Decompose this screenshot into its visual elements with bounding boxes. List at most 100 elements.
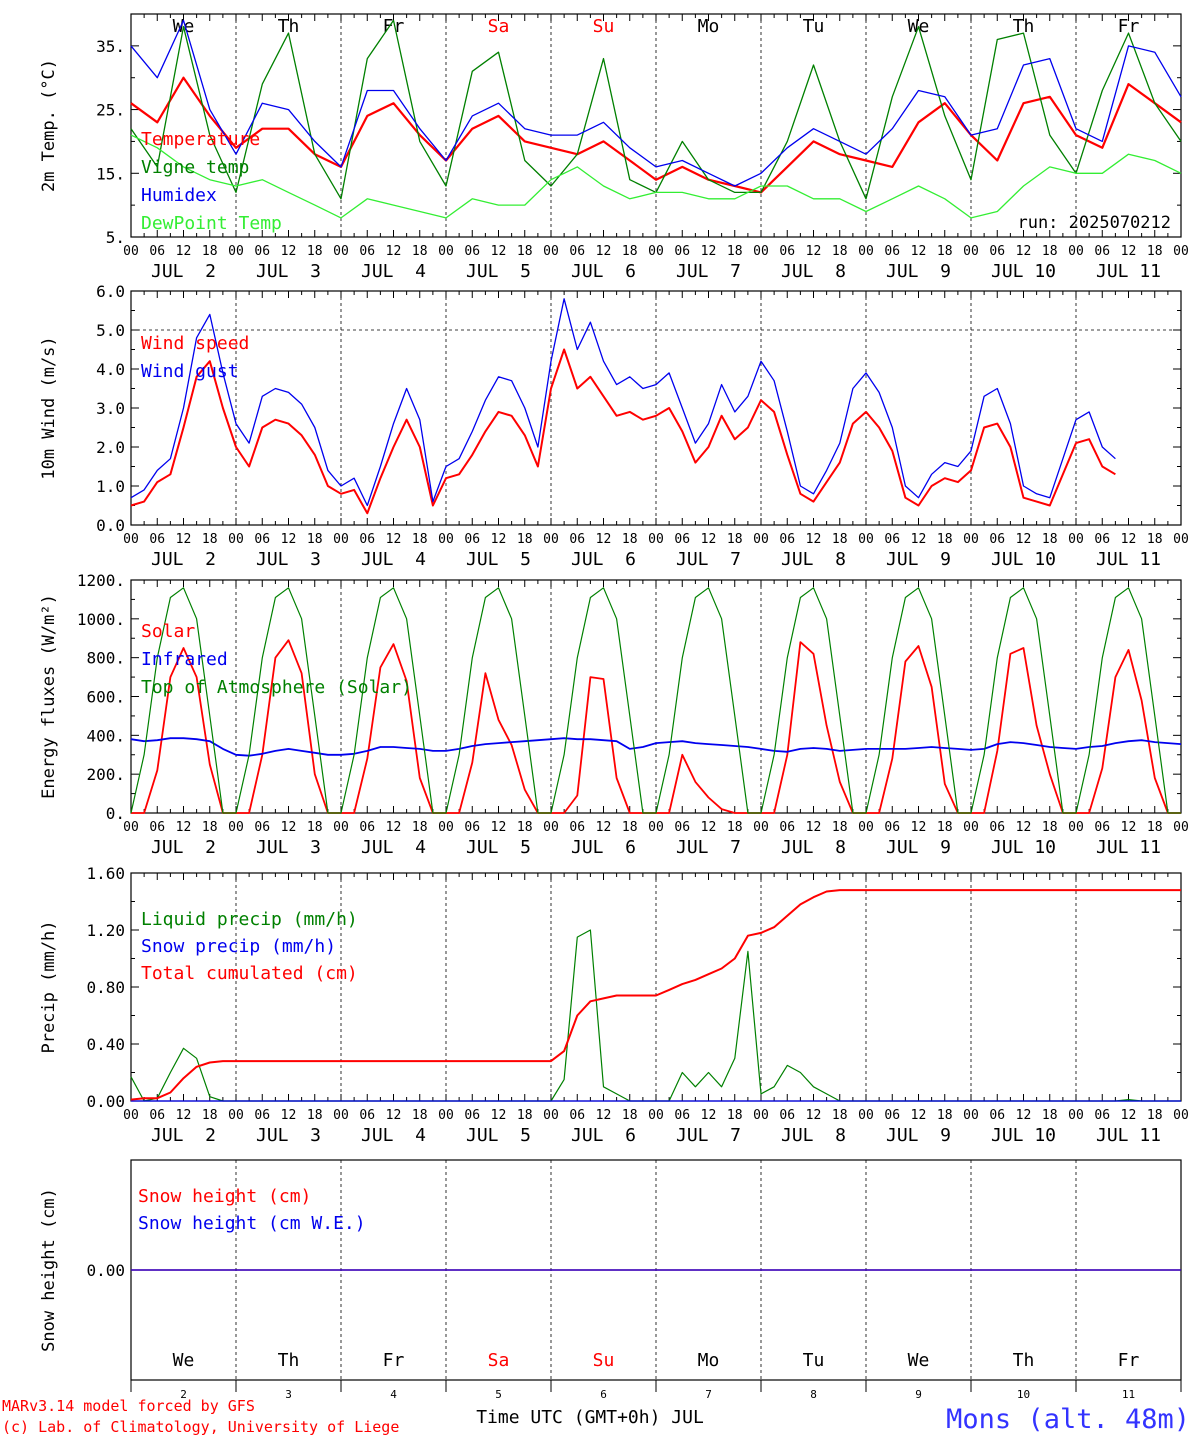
day-name-label: Fr (1118, 16, 1140, 37)
hour-tick-label: 06 (1094, 532, 1110, 547)
hour-tick-label: 00 (438, 1108, 454, 1123)
hour-tick-label: 00 (648, 244, 664, 259)
date-label: JUL 6 (571, 837, 636, 858)
hour-tick-label: 12 (596, 532, 612, 547)
day-name-label: We (908, 1350, 930, 1371)
day-name-label: Th (1013, 1350, 1035, 1371)
hour-tick-label: 18 (937, 532, 953, 547)
hour-tick-label: 06 (254, 820, 270, 835)
y-tick-label: 6.0 (96, 282, 125, 301)
hour-tick-label: 12 (176, 532, 192, 547)
hour-tick-label: 18 (1042, 244, 1058, 259)
date-label: JUL 5 (466, 549, 531, 570)
date-label: JUL 3 (256, 261, 321, 282)
hour-tick-label: 00 (753, 244, 769, 259)
hour-tick-label: 12 (1121, 1108, 1137, 1123)
hour-tick-label: 00 (648, 1108, 664, 1123)
hour-tick-label: 12 (1016, 244, 1032, 259)
hour-tick-label: 00 (648, 820, 664, 835)
hour-tick-label: 12 (281, 244, 297, 259)
hour-tick-label: 06 (779, 1108, 795, 1123)
hour-tick-label: 06 (464, 532, 480, 547)
hour-tick-label: 06 (359, 820, 375, 835)
hour-tick-label: 18 (1147, 820, 1163, 835)
date-label: JUL 10 (991, 837, 1056, 858)
y-tick-label: 0.80 (86, 978, 125, 997)
hour-tick-label: 18 (622, 820, 638, 835)
hour-tick-label: 18 (412, 244, 428, 259)
hour-tick-label: 00 (543, 1108, 559, 1123)
day-name-label: Sa (488, 1350, 510, 1371)
legend-entry: Infrared (141, 649, 228, 670)
plot-frame (130, 13, 1182, 238)
day-number-label: 3 (285, 1388, 292, 1401)
hour-tick-label: 00 (123, 1108, 139, 1123)
date-label: JUL 11 (1096, 261, 1161, 282)
legend-entry: Snow height (cm) (138, 1186, 311, 1207)
hour-tick-label: 00 (1068, 1108, 1084, 1123)
legend-entry: Total cumulated (cm) (141, 963, 358, 984)
hour-tick-label: 18 (622, 244, 638, 259)
y-tick-label: 0.00 (86, 1261, 125, 1280)
hour-tick-label: 00 (648, 532, 664, 547)
y-axis-label: 10m Wind (m/s) (39, 336, 59, 479)
hour-tick-label: 12 (596, 1108, 612, 1123)
hour-tick-label: 06 (359, 532, 375, 547)
hour-tick-label: 06 (569, 820, 585, 835)
hour-tick-label: 18 (727, 532, 743, 547)
hour-tick-label: 12 (491, 532, 507, 547)
hour-tick-label: 06 (884, 244, 900, 259)
panel-4: 00 06 12 18 00 06 12 18 00 06 12 18 00 06 12 18 00 06 12 18… (39, 864, 1189, 1146)
series-line-3 (130, 587, 1181, 814)
hour-tick-label: 00 (753, 532, 769, 547)
hour-tick-label: 18 (412, 1108, 428, 1123)
hour-tick-label: 18 (307, 1108, 323, 1123)
legend-entry: Humidex (141, 185, 217, 206)
hour-tick-label: 18 (517, 820, 533, 835)
hour-tick-label: 00 (123, 820, 139, 835)
date-label: JUL 10 (991, 549, 1056, 570)
hour-tick-label: 00 (543, 244, 559, 259)
location-title: Mons (alt. 48m) (946, 1404, 1190, 1435)
hour-tick-label: 12 (701, 244, 717, 259)
y-tick-label: 15. (96, 164, 125, 183)
time-axis-label: Time UTC (GMT+0h) JUL (476, 1407, 704, 1428)
date-label: JUL 9 (886, 1125, 951, 1146)
date-label: JUL 8 (781, 549, 846, 570)
hour-tick-label: 00 (228, 532, 244, 547)
hour-tick-label: 06 (569, 532, 585, 547)
hour-tick-label: 18 (202, 532, 218, 547)
hour-tick-label: 18 (727, 1108, 743, 1123)
day-name-label: Fr (1118, 1350, 1140, 1371)
y-tick-label: 4.0 (96, 360, 125, 379)
hour-tick-label: 18 (1042, 532, 1058, 547)
hour-tick-label: 12 (1016, 820, 1032, 835)
date-label: JUL 7 (676, 1125, 741, 1146)
day-number-label: 10 (1017, 1388, 1030, 1401)
date-label: JUL 10 (991, 261, 1056, 282)
date-label: JUL 11 (1096, 837, 1161, 858)
hour-tick-label: 12 (911, 1108, 927, 1123)
day-number-label: 8 (810, 1388, 817, 1401)
hour-tick-label: 12 (806, 820, 822, 835)
hour-tick-label: 18 (622, 1108, 638, 1123)
legend-entry: Vigne temp (141, 157, 249, 178)
legend-entry: Temperature (141, 129, 260, 150)
date-label: JUL 8 (781, 261, 846, 282)
hour-tick-label: 12 (1016, 1108, 1032, 1123)
hour-tick-label: 06 (989, 1108, 1005, 1123)
hour-tick-label: 00 (228, 820, 244, 835)
y-tick-label: 1.0 (96, 477, 125, 496)
hour-tick-label: 18 (832, 532, 848, 547)
hour-tick-label: 12 (386, 244, 402, 259)
hour-tick-label: 12 (176, 244, 192, 259)
hour-tick-label: 12 (281, 820, 297, 835)
y-tick-label: 400. (86, 726, 125, 745)
hour-tick-label: 12 (596, 820, 612, 835)
hour-tick-label: 18 (412, 532, 428, 547)
day-name-label: Mo (698, 16, 720, 37)
hour-tick-label: 06 (149, 244, 165, 259)
y-tick-label: 0.00 (86, 1092, 125, 1111)
run-label: run: 2025070212 (1017, 213, 1171, 233)
series-line-1 (130, 348, 1116, 515)
